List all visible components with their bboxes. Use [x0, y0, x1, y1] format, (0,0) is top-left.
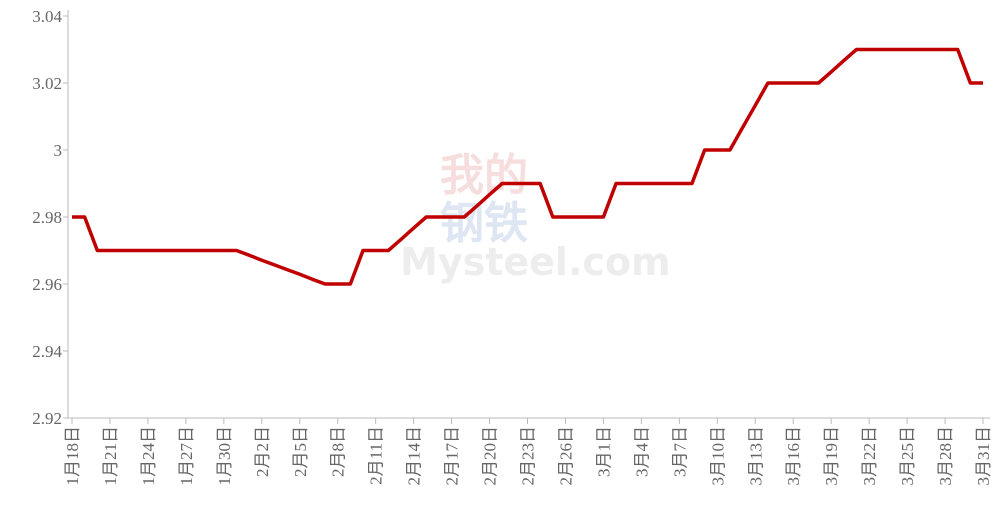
- x-tick-label: 3月28日: [936, 426, 955, 486]
- x-tick-label: 3月7日: [670, 426, 689, 477]
- watermark: 我的: [440, 150, 528, 201]
- x-tick-label: 3月16日: [784, 426, 803, 486]
- x-tick-label: 2月8日: [329, 426, 348, 477]
- x-tick-label: 1月24日: [139, 426, 158, 486]
- x-tick-label: 2月23日: [519, 426, 538, 486]
- y-tick-label: 3: [54, 141, 63, 160]
- y-tick-label: 3.02: [32, 74, 62, 93]
- x-tick-label: 3月25日: [898, 426, 917, 486]
- y-tick-label: 2.92: [32, 409, 62, 428]
- x-tick-label: 1月27日: [177, 426, 196, 486]
- x-tick-label: 2月11日: [367, 426, 386, 485]
- x-tick-label: 2月2日: [253, 426, 272, 477]
- watermark: Mysteel.com: [400, 240, 671, 284]
- x-tick-label: 2月26日: [556, 426, 575, 486]
- x-tick-label: 3月1日: [594, 426, 613, 477]
- x-tick-label: 3月13日: [746, 426, 765, 486]
- x-tick-label: 3月4日: [632, 426, 651, 477]
- y-tick-label: 2.94: [32, 342, 62, 361]
- series-line: [72, 47, 983, 286]
- y-tick-label: 3.04: [32, 7, 62, 26]
- x-tick-label: 3月19日: [822, 426, 841, 486]
- x-tick-label: 3月10日: [708, 426, 727, 486]
- x-tick-label: 1月30日: [215, 426, 234, 486]
- x-tick-label: 2月20日: [481, 426, 500, 486]
- y-tick-label: 2.96: [32, 275, 62, 294]
- x-tick-label: 3月31日: [974, 426, 993, 486]
- x-tick-label: 2月14日: [405, 426, 424, 486]
- x-tick-label: 1月21日: [101, 426, 120, 486]
- x-tick-label: 3月22日: [860, 426, 879, 486]
- watermark: 钢铁: [440, 198, 528, 249]
- x-tick-label: 1月18日: [63, 426, 82, 486]
- x-tick-label: 2月5日: [291, 426, 310, 477]
- y-tick-label: 2.98: [32, 208, 62, 227]
- x-tick-label: 2月17日: [443, 426, 462, 486]
